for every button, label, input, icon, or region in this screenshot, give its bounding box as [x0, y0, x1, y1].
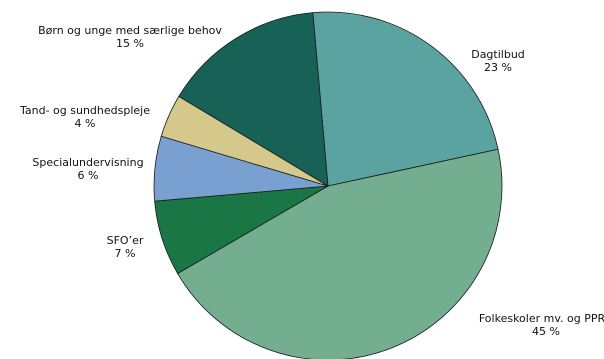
slice-label-value: 23 %: [484, 61, 512, 74]
pie-slice-1: [177, 148, 503, 359]
slice-label-tand-sundhedspleje: Tand- og sundhedspleje 4 %: [19, 104, 150, 130]
slice-label-folkeskoler: Folkeskoler mv. og PPR 45 %: [479, 312, 604, 338]
slice-label-name: Tand- og sundhedspleje: [19, 104, 150, 117]
slice-label-dagtilbud: Dagtilbud 23 %: [471, 48, 525, 74]
slice-label-value: 45 %: [532, 325, 560, 338]
slice-label-specialundervisning: Specialundervisning 6 %: [32, 156, 143, 182]
pie-slice-0: [312, 11, 499, 187]
slice-label-name: SFO’er: [107, 234, 144, 247]
slice-label-value: 7 %: [115, 247, 136, 260]
slice-label-name: Specialundervisning: [32, 156, 143, 169]
slice-label-sfo: SFO’er 7 %: [107, 234, 144, 260]
slice-label-value: 6 %: [78, 169, 99, 182]
slices-layer: [153, 11, 503, 359]
slice-label-value: 15 %: [116, 37, 144, 50]
slice-label-name: Børn og unge med særlige behov: [38, 24, 222, 37]
slice-label-name: Dagtilbud: [471, 48, 525, 61]
slice-label-boern-unge-saerlige-behov: Børn og unge med særlige behov 15 %: [38, 24, 222, 50]
slice-label-name: Folkeskoler mv. og PPR: [479, 312, 604, 325]
pie-slice-5: [178, 12, 329, 187]
slice-label-value: 4 %: [75, 117, 96, 130]
